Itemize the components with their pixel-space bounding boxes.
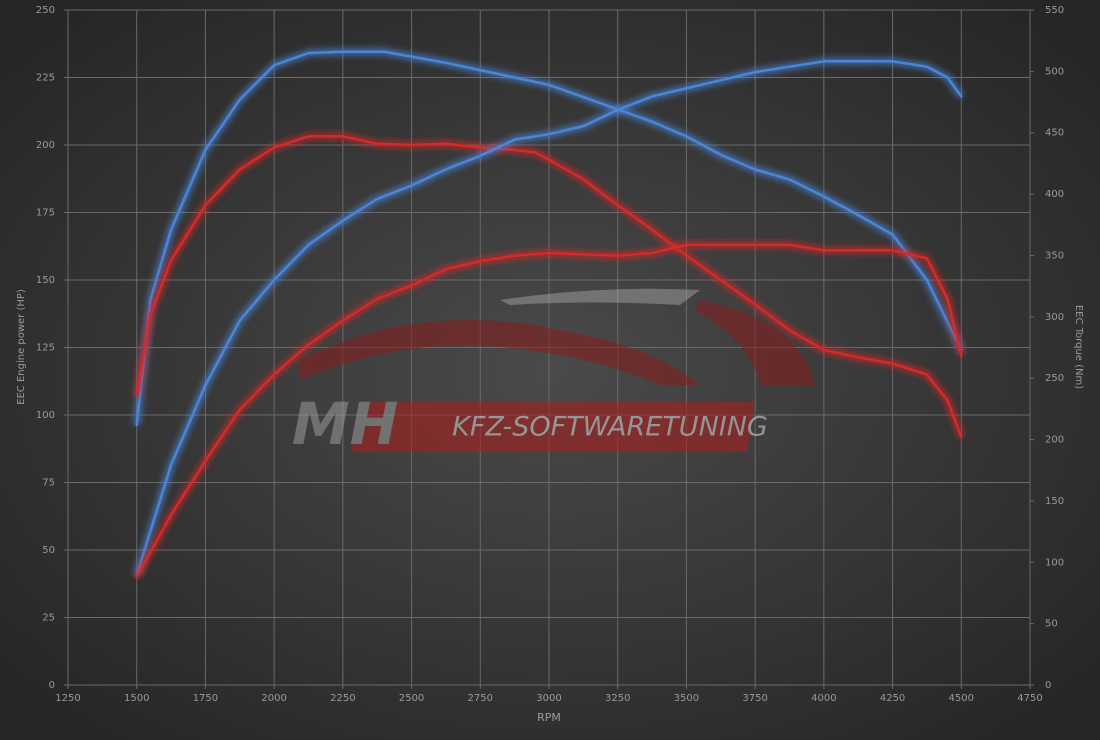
y-tick-label: 175 bbox=[36, 208, 55, 219]
y2-tick-label: 150 bbox=[1045, 496, 1064, 507]
series-line bbox=[135, 60, 963, 577]
y-tick-label: 150 bbox=[36, 275, 55, 286]
y2-tick-label: 250 bbox=[1045, 373, 1064, 384]
y-tick-label: 50 bbox=[42, 545, 55, 556]
y2-tick-label: 300 bbox=[1045, 312, 1064, 323]
y-tick-label: 250 bbox=[36, 5, 55, 16]
y2-tick-label: 0 bbox=[1045, 680, 1051, 691]
watermark-logo: MH bbox=[292, 390, 398, 458]
y-tick-label: 100 bbox=[36, 410, 55, 421]
series-line bbox=[135, 243, 963, 579]
x-tick-label: 4750 bbox=[1017, 693, 1042, 704]
y2-axis-title: EEC Torque (Nm) bbox=[1073, 305, 1084, 389]
x-tick-label: 4500 bbox=[949, 693, 974, 704]
y2-tick-label: 500 bbox=[1045, 66, 1064, 77]
series-line bbox=[135, 135, 963, 439]
y-tick-label: 75 bbox=[42, 478, 55, 489]
y2-tick-label: 50 bbox=[1045, 619, 1058, 630]
watermark: MH KFZ-SOFTWARETUNING bbox=[292, 288, 815, 458]
y-tick-label: 125 bbox=[36, 343, 55, 354]
y2-tick-label: 450 bbox=[1045, 128, 1064, 139]
y2-tick-label: 350 bbox=[1045, 250, 1064, 261]
watermark-banner bbox=[351, 402, 755, 452]
x-axis-title: RPM bbox=[537, 711, 561, 724]
x-tick-label: 1750 bbox=[193, 693, 218, 704]
y2-tick-label: 400 bbox=[1045, 189, 1064, 200]
watermark-roof bbox=[500, 288, 700, 305]
x-tick-label: 2250 bbox=[330, 693, 355, 704]
x-tick-label: 3250 bbox=[605, 693, 630, 704]
x-tick-label: 3750 bbox=[742, 693, 767, 704]
y2-tick-label: 200 bbox=[1045, 435, 1064, 446]
y-tick-label: 25 bbox=[42, 613, 55, 624]
y-tick-label: 225 bbox=[36, 73, 55, 84]
x-tick-label: 3500 bbox=[674, 693, 699, 704]
y-tick-label: 0 bbox=[49, 680, 55, 691]
x-tick-label: 2000 bbox=[261, 693, 286, 704]
y-axis-title: EEC Engine power (HP) bbox=[16, 289, 27, 405]
x-tick-label: 1500 bbox=[124, 693, 149, 704]
x-tick-label: 2750 bbox=[468, 693, 493, 704]
x-tick-label: 4000 bbox=[811, 693, 836, 704]
series-line bbox=[135, 50, 963, 427]
watermark-car bbox=[300, 320, 700, 385]
watermark-text: KFZ-SOFTWARETUNING bbox=[452, 412, 768, 443]
y-tick-label: 200 bbox=[36, 140, 55, 151]
watermark-rear bbox=[695, 300, 815, 385]
x-tick-label: 4250 bbox=[880, 693, 905, 704]
x-tick-label: 2500 bbox=[399, 693, 424, 704]
x-tick-label: 3000 bbox=[536, 693, 561, 704]
y2-tick-label: 100 bbox=[1045, 557, 1064, 568]
y2-tick-label: 550 bbox=[1045, 5, 1064, 16]
plot bbox=[132, 47, 966, 579]
x-tick-label: 1250 bbox=[55, 693, 80, 704]
